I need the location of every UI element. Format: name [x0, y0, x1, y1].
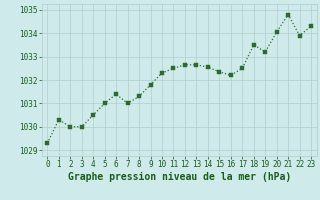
X-axis label: Graphe pression niveau de la mer (hPa): Graphe pression niveau de la mer (hPa) — [68, 172, 291, 182]
